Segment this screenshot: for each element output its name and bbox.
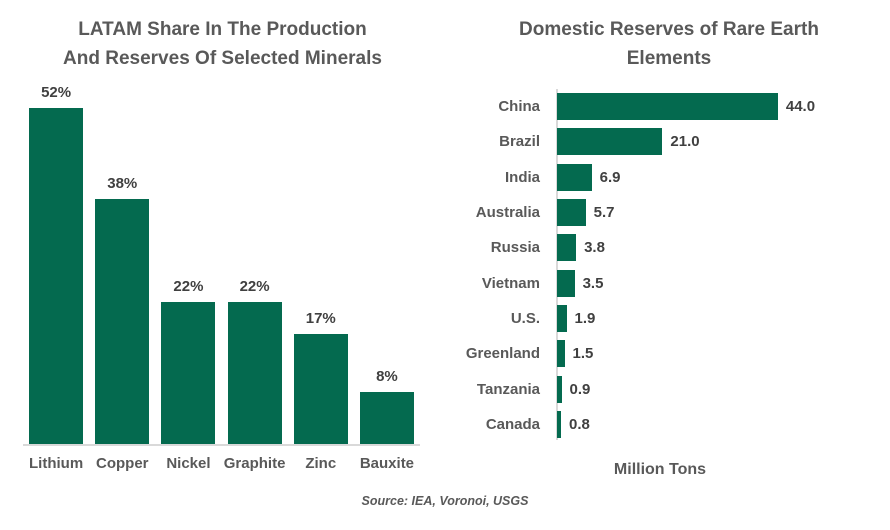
country-label: Brazil — [499, 133, 540, 151]
bar-row: Greenland 1.5 — [445, 336, 890, 371]
bar — [557, 340, 565, 368]
bar-column: 8% — [354, 60, 420, 444]
category-label: Zinc — [305, 455, 337, 472]
bar — [557, 375, 562, 403]
country-label: Tanzania — [476, 380, 540, 398]
country-label: Australia — [475, 204, 540, 222]
bar-value-label: 22% — [239, 277, 270, 295]
bar-value-label: 3.8 — [584, 239, 605, 257]
bar — [557, 234, 577, 262]
category-label: Lithium — [29, 455, 84, 472]
latam-plot-area: 52% 38% 22% 22% 17% 8% — [23, 60, 420, 444]
bar — [557, 410, 562, 438]
country-label: Greenland — [465, 345, 540, 363]
bar-column: 17% — [288, 60, 354, 444]
ree-chart-title-line1: Domestic Reserves of Rare Earth — [519, 19, 819, 40]
country-label: U.S. — [510, 309, 540, 327]
bar-value-label: 1.9 — [574, 309, 596, 327]
bar-value-label: 0.9 — [569, 380, 591, 398]
bar-row: Australia 5.7 — [445, 195, 890, 230]
bar-value-label: 0.8 — [569, 415, 590, 433]
bar — [359, 392, 414, 444]
bar-row: Canada 0.8 — [445, 407, 890, 442]
category-label: Copper — [96, 455, 149, 472]
bar-value-label: 3.5 — [582, 274, 604, 292]
ree-y-axis-line — [556, 89, 558, 440]
bar-value-label: 6.9 — [599, 168, 621, 186]
bar-value-label: 8% — [376, 368, 398, 386]
country-label: India — [504, 168, 540, 186]
category-label: Nickel — [166, 455, 211, 472]
ree-x-axis-label: Million Tons — [613, 461, 707, 478]
bar — [29, 108, 84, 444]
country-label: Canada — [485, 415, 540, 433]
country-label: Russia — [490, 239, 540, 257]
bar-value-label: 38% — [107, 174, 138, 192]
latam-chart-title: LATAM Share In The Production And Reserv… — [0, 15, 445, 73]
bar-column: 22% — [222, 60, 288, 444]
bar — [557, 304, 567, 332]
bar-row: Vietnam 3.5 — [445, 265, 890, 300]
ree-chart-title-line2: Elements — [626, 48, 712, 69]
bar-row: Tanzania 0.9 — [445, 371, 890, 406]
bar-row: Russia 3.8 — [445, 230, 890, 265]
bar-column: 38% — [89, 60, 155, 444]
latam-chart-title-line1: LATAM Share In The Production — [78, 19, 367, 40]
bar — [557, 93, 778, 121]
country-label: China — [498, 98, 540, 116]
category-label: Bauxite — [359, 455, 415, 472]
bar — [557, 128, 663, 156]
latam-category-axis: Lithium Copper Nickel Graphite Zinc Bauxite — [23, 455, 420, 472]
bar — [227, 301, 282, 444]
latam-chart-title-line2: And Reserves Of Selected Minerals — [63, 48, 382, 69]
bar-value-label: 1.5 — [572, 345, 594, 363]
category-label: Graphite — [223, 455, 286, 472]
bar-value-label: 44.0 — [785, 98, 816, 116]
bar — [293, 334, 348, 444]
bar-value-label: 21.0 — [670, 133, 700, 151]
bar — [557, 163, 592, 191]
bar-row: China 44.0 — [445, 89, 890, 124]
bar — [161, 301, 216, 444]
bar — [95, 198, 150, 444]
bar — [557, 199, 586, 227]
bar-value-label: 17% — [305, 310, 336, 328]
bar-row: U.S. 1.9 — [445, 301, 890, 336]
bar-value-label: 52% — [41, 84, 72, 102]
bar-column: 22% — [155, 60, 221, 444]
ree-plot-area: China 44.0 Brazil 21.0 India 6.9 Australia 5.7 R… — [445, 89, 890, 442]
bar — [557, 269, 575, 297]
bar-row: India 6.9 — [445, 160, 890, 195]
ree-chart-title: Domestic Reserves of Rare Earth Elements — [445, 15, 890, 73]
bar-value-label: 5.7 — [593, 204, 615, 222]
latam-x-axis-line — [23, 444, 420, 446]
country-label: Vietnam — [481, 274, 540, 292]
source-note: Source: IEA, Voronoi, USGS — [361, 494, 529, 508]
bar-row: Brazil 21.0 — [445, 124, 890, 159]
bar-value-label: 22% — [173, 277, 204, 295]
bar-column: 52% — [23, 60, 89, 444]
